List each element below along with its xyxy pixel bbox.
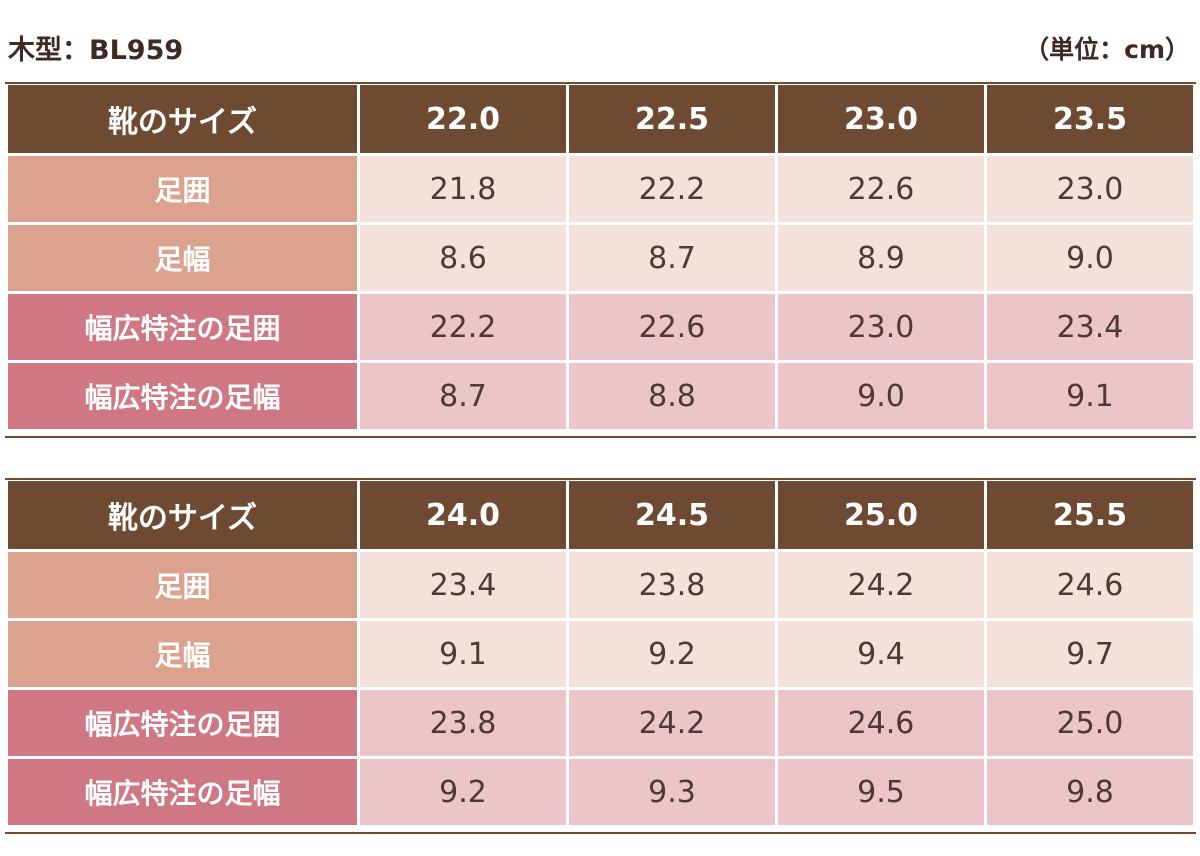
unit-label: （単位：cm）: [1024, 35, 1190, 64]
table-cell: 9.2: [566, 618, 778, 690]
table-cell: 23.8: [566, 549, 778, 621]
row-label-girth: 足囲: [5, 549, 360, 621]
table-row: 幅広特注の足囲 23.8 24.2 24.6 25.0: [5, 687, 1196, 759]
table-cell: 23.8: [357, 687, 569, 759]
row-label-girth: 足囲: [5, 153, 360, 225]
table-cell: 24.6: [984, 549, 1196, 621]
size-column-header: 24.0: [357, 478, 569, 552]
shoe-size-header: 靴のサイズ: [5, 82, 360, 156]
table-header-row: 靴のサイズ 22.0 22.5 23.0 23.5: [5, 82, 1196, 156]
table-cell: 9.2: [357, 756, 569, 828]
shoe-size-header: 靴のサイズ: [5, 478, 360, 552]
table-row: 幅広特注の足幅 9.2 9.3 9.5 9.8: [5, 756, 1196, 828]
size-column-header: 25.0: [775, 478, 987, 552]
table-row: 足幅 9.1 9.2 9.4 9.7: [5, 618, 1196, 690]
table-row: 幅広特注の足囲 22.2 22.6 23.0 23.4: [5, 291, 1196, 363]
row-label-wide-width: 幅広特注の足幅: [5, 756, 360, 828]
size-column-header: 25.5: [984, 478, 1196, 552]
size-column-header: 22.0: [357, 82, 569, 156]
size-column-header: 23.5: [984, 82, 1196, 156]
size-column-header: 23.0: [775, 82, 987, 156]
table-cell: 24.6: [775, 687, 987, 759]
table-cell: 9.8: [984, 756, 1196, 828]
table-cell: 8.7: [357, 360, 569, 432]
table-cell: 24.2: [566, 687, 778, 759]
table-cell: 8.8: [566, 360, 778, 432]
table-cell: 9.5: [775, 756, 987, 828]
table-cell: 22.2: [357, 291, 569, 363]
table-cell: 9.7: [984, 618, 1196, 690]
table-row: 足囲 23.4 23.8 24.2 24.6: [5, 549, 1196, 621]
table-cell: 9.1: [984, 360, 1196, 432]
table-cell: 21.8: [357, 153, 569, 225]
table-cell: 24.2: [775, 549, 987, 621]
table-cell: 9.0: [775, 360, 987, 432]
row-label-wide-girth: 幅広特注の足囲: [5, 687, 360, 759]
table-cell: 9.0: [984, 222, 1196, 294]
row-label-wide-width: 幅広特注の足幅: [5, 360, 360, 432]
table-cell: 25.0: [984, 687, 1196, 759]
page-title: 木型：BL959: [8, 35, 184, 66]
table-cell: 8.6: [357, 222, 569, 294]
page-header: 木型：BL959 （単位：cm）: [0, 0, 1200, 82]
size-column-header: 24.5: [566, 478, 778, 552]
table-cell: 8.9: [775, 222, 987, 294]
size-column-header: 22.5: [566, 82, 778, 156]
table-cell: 8.7: [566, 222, 778, 294]
table-cell: 9.3: [566, 756, 778, 828]
size-table-2: 靴のサイズ 24.0 24.5 25.0 25.5 足囲 23.4 23.8 2…: [5, 478, 1196, 828]
table-row: 足囲 21.8 22.2 22.6 23.0: [5, 153, 1196, 225]
row-label-width: 足幅: [5, 222, 360, 294]
table-row: 足幅 8.6 8.7 8.9 9.0: [5, 222, 1196, 294]
table-cell: 23.4: [357, 549, 569, 621]
table-header-row: 靴のサイズ 24.0 24.5 25.0 25.5: [5, 478, 1196, 552]
table-cell: 22.2: [566, 153, 778, 225]
size-table-1: 靴のサイズ 22.0 22.5 23.0 23.5 足囲 21.8 22.2 2…: [5, 82, 1196, 432]
table-cell: 22.6: [566, 291, 778, 363]
table-cell: 9.1: [357, 618, 569, 690]
row-label-wide-girth: 幅広特注の足囲: [5, 291, 360, 363]
table-cell: 23.0: [775, 291, 987, 363]
table-cell: 22.6: [775, 153, 987, 225]
table-row: 幅広特注の足幅 8.7 8.8 9.0 9.1: [5, 360, 1196, 432]
row-label-width: 足幅: [5, 618, 360, 690]
table-cell: 9.4: [775, 618, 987, 690]
table-cell: 23.4: [984, 291, 1196, 363]
table-cell: 23.0: [984, 153, 1196, 225]
